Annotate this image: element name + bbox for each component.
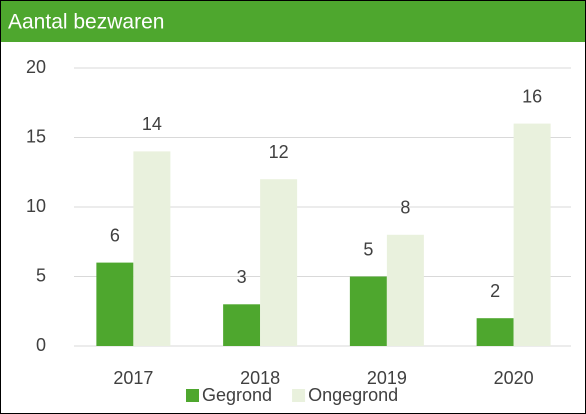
legend-label: Ongegrond bbox=[308, 385, 398, 405]
y-tick-label: 5 bbox=[36, 265, 46, 285]
bar bbox=[223, 304, 261, 346]
data-label: 6 bbox=[110, 225, 120, 245]
legend-swatch bbox=[292, 389, 306, 402]
x-tick-label: 2020 bbox=[494, 368, 534, 388]
data-label: 2 bbox=[490, 281, 500, 301]
legend-label: Gegrond bbox=[202, 385, 272, 405]
x-tick-label: 2019 bbox=[367, 368, 407, 388]
chart-title: Aantal bezwaren bbox=[8, 11, 164, 34]
bar bbox=[260, 179, 298, 346]
title-bar bbox=[1, 1, 585, 42]
data-label: 16 bbox=[522, 86, 542, 106]
legend-swatch bbox=[186, 389, 199, 402]
y-tick-label: 10 bbox=[26, 196, 46, 216]
x-tick-label: 2018 bbox=[240, 368, 280, 388]
x-tick-label: 2017 bbox=[113, 368, 153, 388]
bar bbox=[386, 234, 424, 346]
y-tick-label: 15 bbox=[26, 126, 46, 146]
y-tick-label: 20 bbox=[26, 57, 46, 77]
data-label: 8 bbox=[400, 198, 410, 218]
data-label: 12 bbox=[269, 142, 289, 162]
bar bbox=[476, 318, 514, 346]
data-label: 14 bbox=[142, 114, 162, 134]
bar bbox=[513, 123, 551, 346]
data-label: 5 bbox=[363, 239, 373, 259]
bar bbox=[133, 151, 171, 346]
bar bbox=[96, 262, 134, 346]
y-tick-label: 0 bbox=[36, 335, 46, 355]
bar bbox=[349, 276, 387, 346]
data-label: 3 bbox=[237, 267, 247, 287]
